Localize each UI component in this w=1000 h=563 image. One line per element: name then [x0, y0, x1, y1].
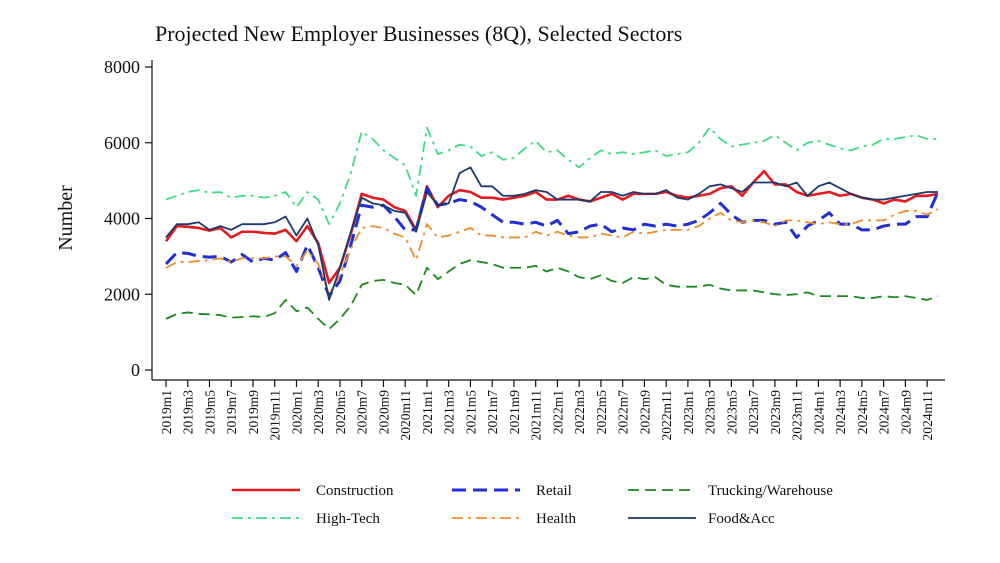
x-tick-label: 2020m3 — [311, 390, 326, 435]
x-tick-label: 2023m1 — [681, 390, 696, 434]
legend-label: High-Tech — [316, 511, 380, 527]
x-tick-label: 2022m9 — [637, 390, 652, 435]
x-tick-label: 2022m7 — [616, 390, 631, 435]
y-axis: 0 2000 4000 6000 8000 — [104, 57, 153, 380]
series-line-retail — [164, 186, 940, 298]
series-line-construction — [164, 169, 939, 285]
x-tick-label: 2024m11 — [920, 390, 935, 441]
series-line-health — [165, 208, 939, 296]
legend-label: Trucking/Warehouse — [708, 483, 833, 499]
x-tick-label: 2019m9 — [246, 390, 261, 435]
x-tick-label: 2021m7 — [485, 390, 500, 435]
x-tick-label: 2019m5 — [202, 390, 217, 435]
x-tick-label: 2021m1 — [420, 390, 435, 434]
x-tick-label: 2022m11 — [659, 390, 674, 441]
x-tick-label: 2019m1 — [159, 390, 174, 434]
x-tick-label: 2019m11 — [268, 390, 283, 441]
y-tick-label: 2000 — [104, 284, 140, 304]
x-tick-label: 2021m9 — [507, 390, 522, 435]
legend-label: Retail — [536, 483, 572, 499]
legend: Construction Retail Trucking/Warehouse High… — [232, 483, 833, 527]
x-tick-label: 2022m5 — [594, 390, 609, 435]
x-tick-label: 2024m5 — [855, 390, 870, 435]
x-tick-label: 2024m9 — [898, 390, 913, 435]
x-tick-label: 2019m3 — [181, 390, 196, 435]
x-tick-label: 2020m1 — [289, 390, 304, 434]
x-tick-label: 2020m5 — [333, 390, 348, 435]
x-tick-label: 2020m7 — [355, 390, 370, 435]
x-tick-label: 2019m7 — [224, 390, 239, 435]
x-tick-label: 2020m11 — [398, 390, 413, 441]
x-tick-label: 2023m9 — [768, 390, 783, 435]
x-tick-label: 2024m7 — [877, 390, 892, 435]
x-tick-label: 2023m11 — [790, 390, 805, 441]
x-tick-label: 2024m3 — [833, 390, 848, 435]
x-tick-label: 2020m9 — [376, 390, 391, 435]
x-tick-label: 2021m11 — [529, 390, 544, 441]
y-tick-label: 6000 — [104, 133, 140, 153]
x-tick-label: 2023m5 — [724, 390, 739, 435]
y-tick-label: 8000 — [104, 57, 140, 77]
plot-series — [164, 126, 940, 330]
y-axis-label: Number — [55, 185, 77, 251]
legend-label: Health — [536, 511, 576, 527]
x-tick-label: 2021m3 — [442, 390, 457, 435]
series-line-food-acc — [165, 166, 938, 301]
legend-label: Food&Acc — [708, 511, 775, 527]
legend-label: Construction — [316, 483, 394, 499]
chart-title: Projected New Employer Businesses (8Q), … — [155, 21, 682, 46]
y-tick-label: 4000 — [104, 209, 140, 229]
x-tick-label: 2023m7 — [746, 390, 761, 435]
x-tick-label: 2024m1 — [811, 390, 826, 434]
x-tick-label: 2022m1 — [550, 390, 565, 434]
series-line-high-tech — [165, 126, 938, 226]
x-axis: 2019m1 2019m3 2019m5 2019m7 2019m9 2019m11 202… — [152, 379, 945, 441]
x-tick-label: 2023m3 — [703, 390, 718, 435]
y-tick-label: 0 — [131, 360, 140, 380]
x-tick-label: 2022m3 — [572, 390, 587, 435]
x-tick-label: 2021m5 — [463, 390, 478, 435]
series-line-trucking-warehouse — [165, 259, 939, 330]
